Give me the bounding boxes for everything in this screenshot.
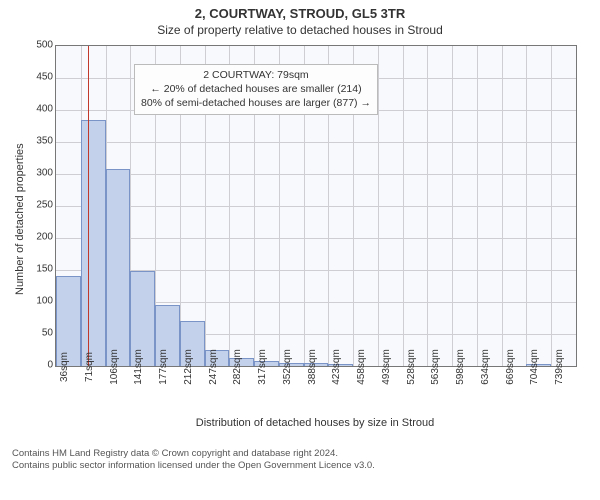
xtick: 669sqm [501,349,516,385]
footer-line2: Contains public sector information licen… [12,460,588,472]
histogram-bar [81,120,106,366]
xtick: 106sqm [105,349,120,385]
xtick: 317sqm [253,349,268,385]
xtick: 71sqm [80,352,95,382]
x-axis-label: Distribution of detached houses by size … [55,417,575,429]
xtick: 634sqm [476,349,491,385]
xtick: 141sqm [129,349,144,385]
annotation-box: 2 COURTWAY: 79sqm← 20% of detached house… [134,64,378,115]
xtick: 423sqm [327,349,342,385]
xtick: 458sqm [352,349,367,385]
ytick: 0 [0,360,58,371]
xtick: 493sqm [377,349,392,385]
annotation-line1: 2 COURTWAY: 79sqm [141,68,371,82]
marker-line [88,46,89,366]
xtick: 247sqm [204,349,219,385]
ytick: 450 [0,72,58,83]
chart-subtitle: Size of property relative to detached ho… [0,23,600,37]
chart-title: 2, COURTWAY, STROUD, GL5 3TR [0,6,600,21]
xtick: 212sqm [179,349,194,385]
xtick: 282sqm [228,349,243,385]
plot-area: 2 COURTWAY: 79sqm← 20% of detached house… [55,45,577,367]
ytick: 200 [0,232,58,243]
xtick: 177sqm [154,349,169,385]
ytick: 500 [0,40,58,51]
y-axis-label: Number of detached properties [14,143,26,295]
ytick: 300 [0,168,58,179]
ytick: 400 [0,104,58,115]
xtick: 388sqm [303,349,318,385]
xtick: 704sqm [525,349,540,385]
chart-wrap: 2 COURTWAY: 79sqm← 20% of detached house… [0,37,600,442]
xtick: 739sqm [550,349,565,385]
annotation-line3: 80% of semi-detached houses are larger (… [141,96,371,110]
xtick: 528sqm [402,349,417,385]
ytick: 150 [0,264,58,275]
xtick: 36sqm [55,352,70,382]
footer-line1: Contains HM Land Registry data © Crown c… [12,448,588,460]
ytick: 350 [0,136,58,147]
footer: Contains HM Land Registry data © Crown c… [0,442,600,473]
ytick: 250 [0,200,58,211]
xtick: 598sqm [451,349,466,385]
xtick: 352sqm [278,349,293,385]
ytick: 100 [0,296,58,307]
annotation-line2: ← 20% of detached houses are smaller (21… [141,82,371,96]
histogram-bar [106,169,131,366]
ytick: 50 [0,328,58,339]
xtick: 563sqm [426,349,441,385]
